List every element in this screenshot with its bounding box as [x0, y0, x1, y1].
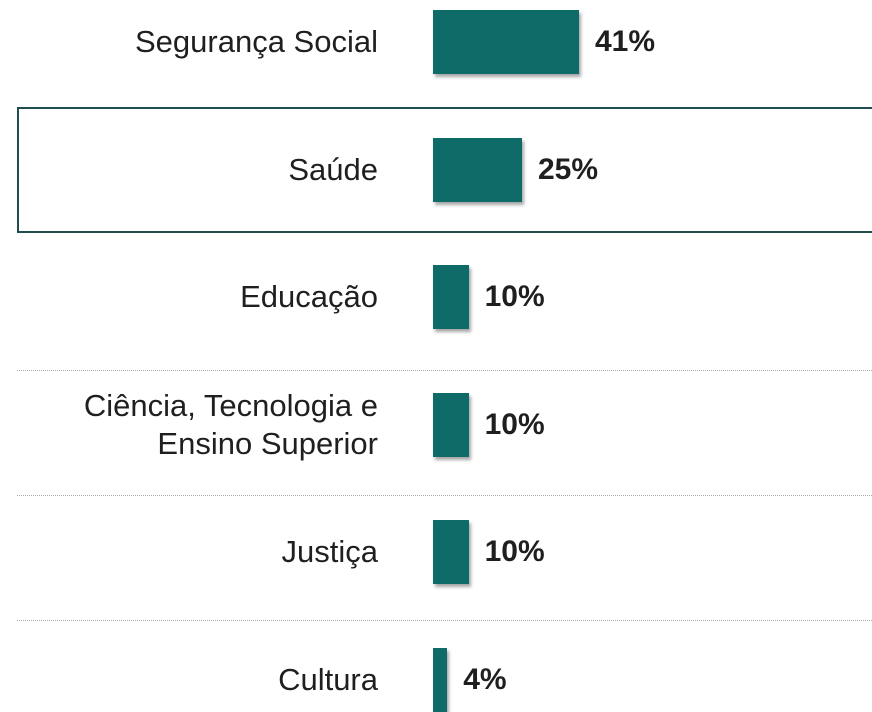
bar: [433, 137, 522, 202]
category-label: Saúde: [288, 151, 378, 187]
category-label: Cultura: [278, 662, 378, 697]
bar: [433, 520, 469, 585]
category-label: Ciência, Tecnologia e Ensino Superior: [83, 387, 378, 461]
separator: [17, 495, 872, 496]
highlight-box: [17, 106, 872, 233]
value-label: 10%: [484, 535, 545, 569]
separator: [17, 370, 872, 371]
value-label: 10%: [484, 280, 545, 314]
separator: [17, 620, 872, 621]
bar: [433, 10, 579, 74]
category-label: Segurança Social: [135, 24, 378, 59]
value-label: 4%: [463, 663, 507, 696]
value-label: 41%: [594, 25, 655, 58]
bar: [433, 265, 469, 330]
bar: [433, 648, 448, 712]
category-label: Justiça: [281, 534, 378, 570]
value-label: 25%: [538, 152, 599, 186]
bar: [433, 392, 469, 457]
category-label: Educação: [240, 279, 378, 315]
value-label: 10%: [484, 407, 545, 441]
